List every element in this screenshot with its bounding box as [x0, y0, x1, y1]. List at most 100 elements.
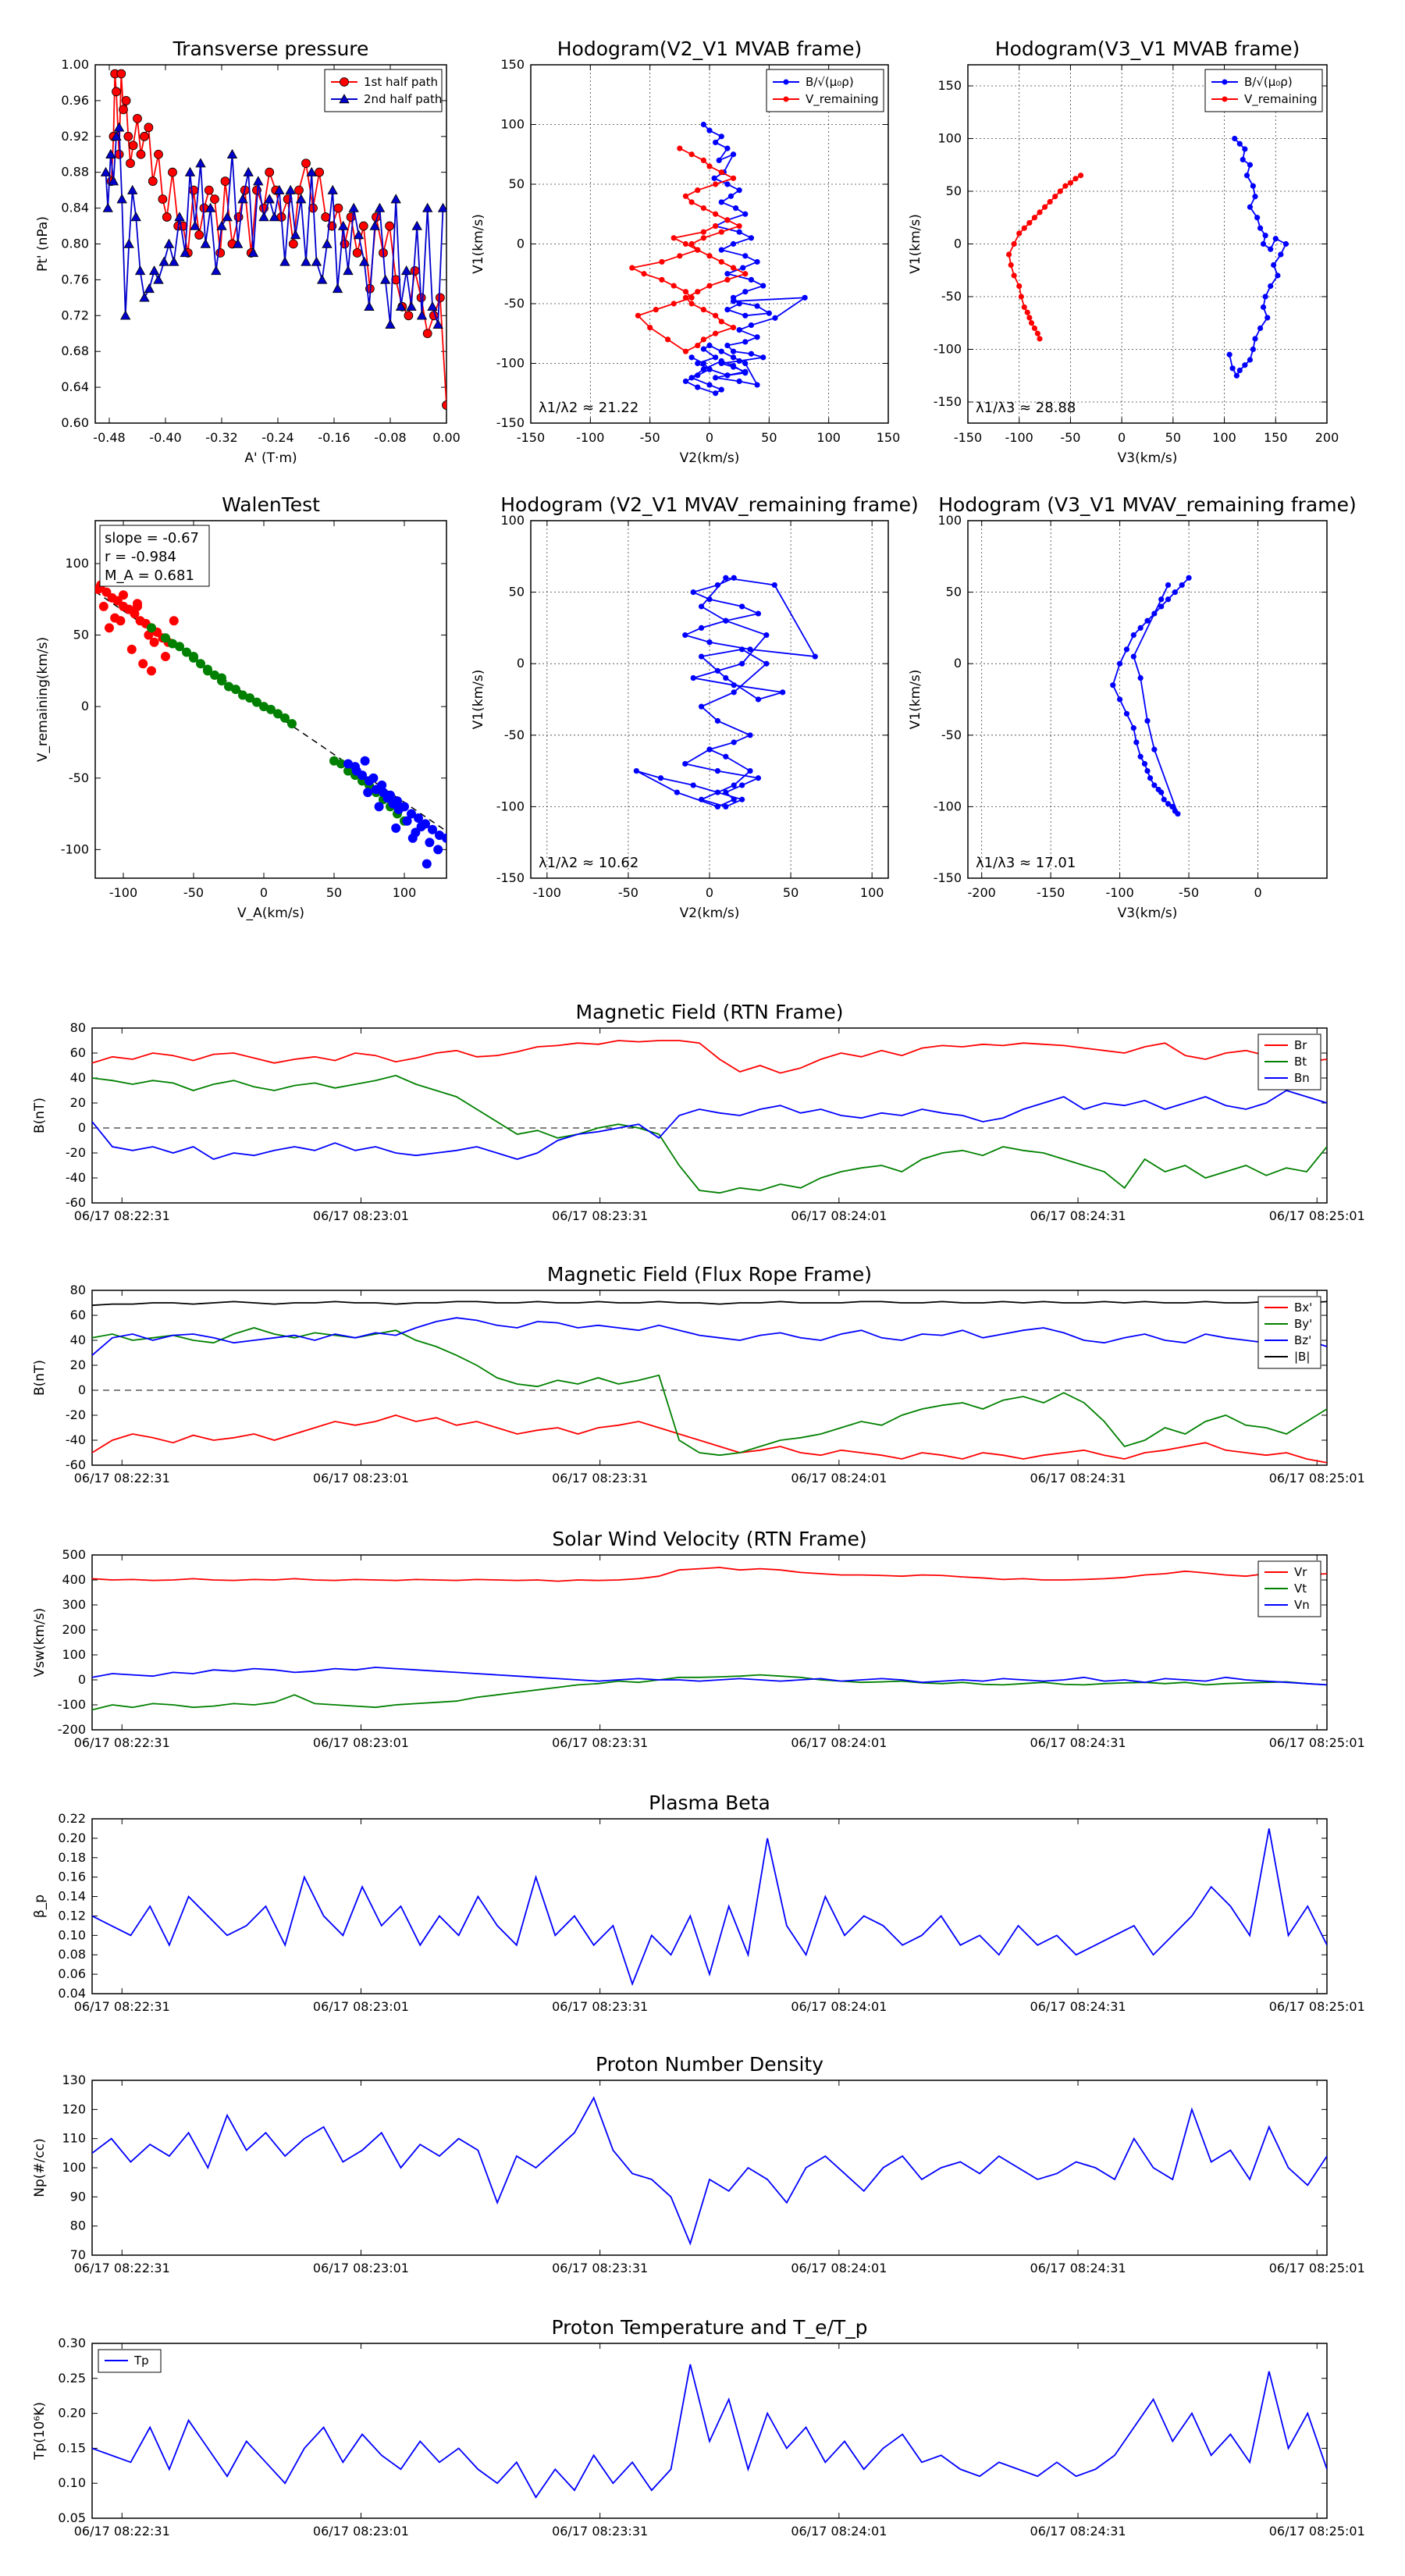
data-point [698, 603, 705, 610]
data-point [1262, 294, 1268, 300]
data-point [688, 294, 695, 301]
data-point [706, 283, 713, 289]
data-point [204, 185, 214, 195]
xtick-label: 06/17 08:24:31 [1030, 1471, 1126, 1485]
data-point [731, 782, 737, 788]
data-point [101, 587, 112, 597]
data-point [718, 133, 724, 140]
data-point [641, 271, 647, 277]
beta-title: Plasma Beta [649, 1791, 770, 1814]
data-point [730, 298, 737, 304]
ytick-label: 0 [517, 656, 525, 671]
data-point [182, 647, 191, 657]
data-point [163, 238, 175, 248]
data-point [1144, 717, 1151, 724]
xtick-label: -100 [109, 885, 137, 900]
data-point [1158, 603, 1165, 610]
data-point [169, 616, 179, 626]
stat-line: slope = -0.67 [105, 530, 199, 546]
data-point [168, 167, 177, 177]
data-point [706, 253, 713, 259]
data-point [674, 789, 680, 795]
data-point [718, 169, 724, 176]
data-point [714, 789, 721, 795]
data-point [385, 221, 395, 231]
data-point [273, 709, 283, 719]
xtick-label: -0.32 [205, 430, 237, 445]
legend-marker [340, 77, 349, 87]
data-point [435, 831, 444, 841]
legend-label-bsqrtmu0rho: B/√(μ₀ρ) [1244, 75, 1293, 89]
data-point [1130, 653, 1136, 660]
xtick-label: 06/17 08:25:01 [1269, 2261, 1365, 2275]
data-point [112, 596, 123, 606]
xtick-label: 0 [1254, 885, 1261, 900]
data-point [1133, 739, 1140, 745]
data-point [713, 312, 719, 318]
data-point [688, 151, 695, 158]
chart-beta: Plasma Beta 0.04 0.06 0.08 0.10 0.12 0.14 0.16 0… [32, 1791, 1365, 2014]
data-point [1275, 272, 1281, 279]
data-point [730, 175, 737, 181]
data-point [812, 653, 818, 660]
xtick-label: 0 [260, 885, 268, 900]
y-axis-label: V1(km/s) [471, 670, 486, 730]
data-point [1240, 156, 1246, 163]
ytick-label: 100 [937, 513, 962, 528]
data-point [700, 346, 706, 352]
xtick-label: -150 [517, 430, 545, 445]
data-point [688, 301, 695, 307]
data-point [410, 266, 420, 276]
ytick-label: 0.20 [58, 1831, 86, 1845]
legend: Bx' By' Bz' |B| [1257, 1296, 1321, 1369]
data-point [755, 610, 762, 617]
series-np-line [92, 2096, 1327, 2246]
ytick-label: 100 [62, 2160, 86, 2175]
ytick-label: -50 [504, 296, 525, 311]
ytick-label: 0.12 [58, 1908, 86, 1923]
data-point [1130, 632, 1136, 639]
data-point [1260, 240, 1267, 247]
mag_fr-title: Magnetic Field (Flux Rope Frame) [547, 1263, 872, 1286]
data-point [698, 653, 705, 660]
xtick-label: 06/17 08:24:01 [791, 1735, 887, 1750]
data-point [1232, 135, 1238, 142]
data-point [698, 796, 705, 802]
ytick-label: 20 [70, 1357, 86, 1372]
data-point [1169, 803, 1176, 809]
x-axis-label: V3(km/s) [1118, 906, 1178, 921]
data-point [682, 348, 689, 354]
data-point [736, 327, 742, 333]
xtick-label: 06/17 08:23:01 [313, 1735, 409, 1750]
series-vr-line [92, 1567, 1327, 1582]
data-point [688, 199, 695, 205]
data-point [730, 240, 737, 247]
ytick-label: 500 [62, 1547, 86, 1562]
data-point [670, 301, 677, 307]
data-point [332, 283, 343, 294]
xtick-label: 100 [1212, 430, 1236, 445]
data-point [259, 702, 269, 712]
data-point [695, 372, 701, 379]
series-tp-line [92, 2364, 1327, 2499]
xtick-label: 06/17 08:23:01 [313, 1999, 409, 2014]
data-point [723, 674, 729, 681]
data-point [116, 616, 126, 626]
data-point [425, 838, 435, 848]
data-point [1052, 194, 1058, 200]
data-point [760, 354, 767, 361]
plot-frame [94, 64, 447, 424]
plot-frame [91, 1027, 1328, 1204]
plot-frame [91, 1554, 1328, 1731]
data-point [682, 193, 689, 199]
data-point [731, 739, 737, 745]
ytick-label: -100 [61, 841, 89, 856]
data-point [364, 301, 375, 311]
data-point [226, 148, 238, 158]
ytick-label: 0.06 [58, 1966, 86, 1981]
ytick-label: -100 [934, 799, 962, 813]
data-point [359, 256, 370, 266]
data-point [247, 247, 259, 258]
data-point [700, 157, 706, 163]
ytick-label: -20 [66, 1407, 86, 1422]
